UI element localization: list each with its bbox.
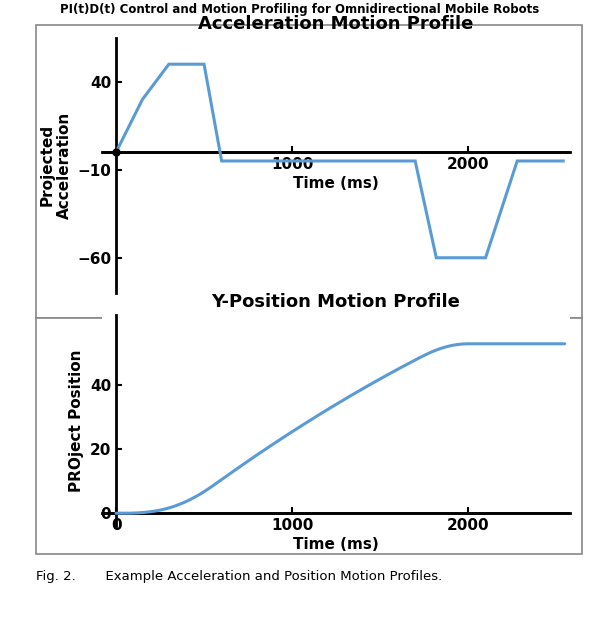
Text: Fig. 2.       Example Acceleration and Position Motion Profiles.: Fig. 2. Example Acceleration and Positio… xyxy=(36,570,442,583)
X-axis label: Time (ms): Time (ms) xyxy=(293,176,379,192)
Y-axis label: Projected
Acceleration: Projected Acceleration xyxy=(39,112,71,219)
X-axis label: Time (ms): Time (ms) xyxy=(293,537,379,553)
Y-axis label: PROject Position: PROject Position xyxy=(69,349,84,492)
Title: Y-Position Motion Profile: Y-Position Motion Profile xyxy=(212,293,460,311)
Text: PI(t)D(t) Control and Motion Profiling for Omnidirectional Mobile Robots: PI(t)D(t) Control and Motion Profiling f… xyxy=(61,3,539,16)
Title: Acceleration Motion Profile: Acceleration Motion Profile xyxy=(199,16,473,33)
